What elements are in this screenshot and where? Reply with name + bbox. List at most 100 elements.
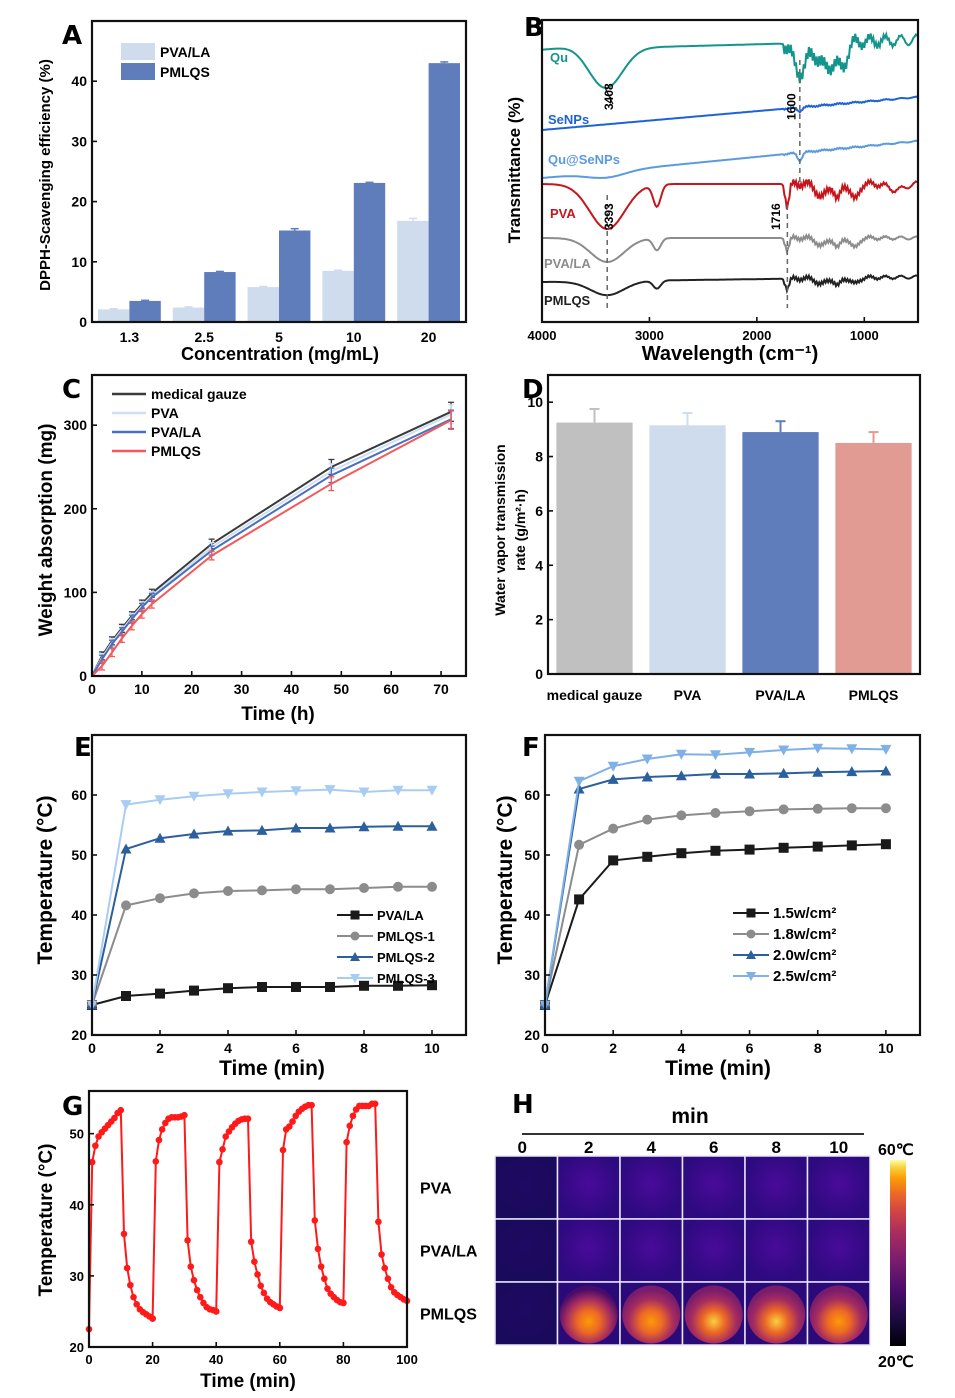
x-tick-label: 4 xyxy=(677,1040,685,1056)
legend-label: PVA/LA xyxy=(377,908,424,923)
series-label: Qu@SeNPs xyxy=(548,152,620,167)
data-point xyxy=(189,888,199,899)
bar xyxy=(204,272,236,322)
data-point xyxy=(154,795,166,806)
x-tick-label: 60 xyxy=(273,1352,287,1367)
data-point xyxy=(219,1146,226,1153)
bar xyxy=(742,432,819,674)
data-point xyxy=(608,823,619,834)
data-point xyxy=(574,894,585,905)
data-point xyxy=(880,839,891,850)
panel-label: C xyxy=(62,375,81,405)
plot-frame xyxy=(90,19,468,324)
y-tick-label: 8 xyxy=(535,449,543,465)
legend-marker xyxy=(350,910,360,920)
data-point xyxy=(880,803,891,814)
data-point xyxy=(257,885,267,896)
row-label: PVA xyxy=(420,1181,452,1198)
legend-label: PVA xyxy=(151,405,179,421)
data-point xyxy=(279,1146,287,1154)
y-axis-label: Temperature (°C) xyxy=(34,795,57,964)
plot-frame xyxy=(90,373,468,678)
column-label: 10 xyxy=(829,1138,848,1157)
data-point xyxy=(149,1315,156,1322)
data-point xyxy=(290,822,302,833)
x-tick-label: 20 xyxy=(184,681,200,697)
data-point xyxy=(117,1106,125,1114)
legend-label: PMLQS xyxy=(160,64,210,80)
spectrum-line xyxy=(541,95,918,131)
data-point xyxy=(812,803,823,814)
x-tick-label: 80 xyxy=(336,1352,350,1367)
thermal-cell xyxy=(620,1156,683,1219)
series-label: PVA/LA xyxy=(544,256,591,271)
data-point xyxy=(155,988,165,999)
data-point xyxy=(427,980,437,991)
x-tick-label: PVA/LA xyxy=(755,687,805,703)
thermal-cell xyxy=(495,1156,558,1219)
bar xyxy=(556,422,633,674)
data-point xyxy=(812,841,823,852)
data-point xyxy=(311,1217,319,1224)
spectrum-line xyxy=(542,232,918,263)
data-point xyxy=(324,785,336,796)
data-point xyxy=(223,886,233,896)
y-tick-label: 30 xyxy=(71,133,87,149)
thermal-cell xyxy=(745,1156,808,1219)
bar xyxy=(247,287,279,322)
data-point xyxy=(744,747,756,758)
x-tick-label: 0 xyxy=(88,681,96,697)
row-label: PMLQS xyxy=(420,1307,477,1324)
x-tick-label: 20 xyxy=(421,329,437,345)
x-tick-label: 10 xyxy=(424,1040,440,1056)
data-point xyxy=(190,1276,198,1284)
legend-label: PMLQS-2 xyxy=(377,950,435,965)
panel-label: G xyxy=(62,1092,83,1122)
x-axis-label: Concentration (mg/mL) xyxy=(181,344,379,364)
x-tick-label: 0 xyxy=(85,1352,92,1367)
data-point xyxy=(155,893,165,904)
data-point xyxy=(187,1263,195,1270)
data-point xyxy=(573,783,585,794)
x-tick-label: 8 xyxy=(814,1040,822,1056)
data-point xyxy=(744,768,756,779)
thermal-cell xyxy=(682,1156,745,1219)
x-tick-label: 5 xyxy=(275,329,283,345)
spectrum-line xyxy=(541,30,918,89)
data-point xyxy=(257,1282,265,1290)
y-axis-label: Weight absorption (mg) xyxy=(36,424,57,637)
y-tick-label: 300 xyxy=(64,417,88,433)
data-point xyxy=(709,768,721,779)
thermal-cell xyxy=(495,1219,558,1282)
data-point xyxy=(181,1111,188,1119)
bar xyxy=(97,309,130,322)
thermal-spot xyxy=(622,1285,681,1344)
thermal-cell xyxy=(557,1156,620,1219)
y-axis-label: rate (g/m²·h) xyxy=(512,489,528,571)
panel-label: D xyxy=(522,375,544,405)
spectrum-line xyxy=(541,177,918,230)
spectrum-line xyxy=(542,272,918,297)
x-tick-label: 20 xyxy=(145,1352,159,1367)
data-point xyxy=(778,745,790,756)
data-point xyxy=(778,767,790,778)
x-axis-label: Time (min) xyxy=(665,1057,771,1080)
column-label: 0 xyxy=(518,1138,527,1157)
data-point xyxy=(291,884,301,895)
thermal-cell xyxy=(557,1219,620,1282)
data-point xyxy=(358,821,370,832)
data-point xyxy=(744,844,755,855)
data-point xyxy=(120,800,132,811)
data-point xyxy=(359,980,369,991)
data-point xyxy=(392,785,404,796)
data-point xyxy=(343,1138,350,1146)
plot-frame xyxy=(543,733,922,1037)
legend-label: medical gauze xyxy=(151,386,247,402)
data-point xyxy=(314,1245,322,1253)
series-line xyxy=(91,413,452,677)
data-point xyxy=(290,786,302,797)
bar xyxy=(835,442,912,674)
thermal-spot xyxy=(559,1285,618,1344)
data-point xyxy=(676,848,687,859)
data-point xyxy=(574,839,585,850)
